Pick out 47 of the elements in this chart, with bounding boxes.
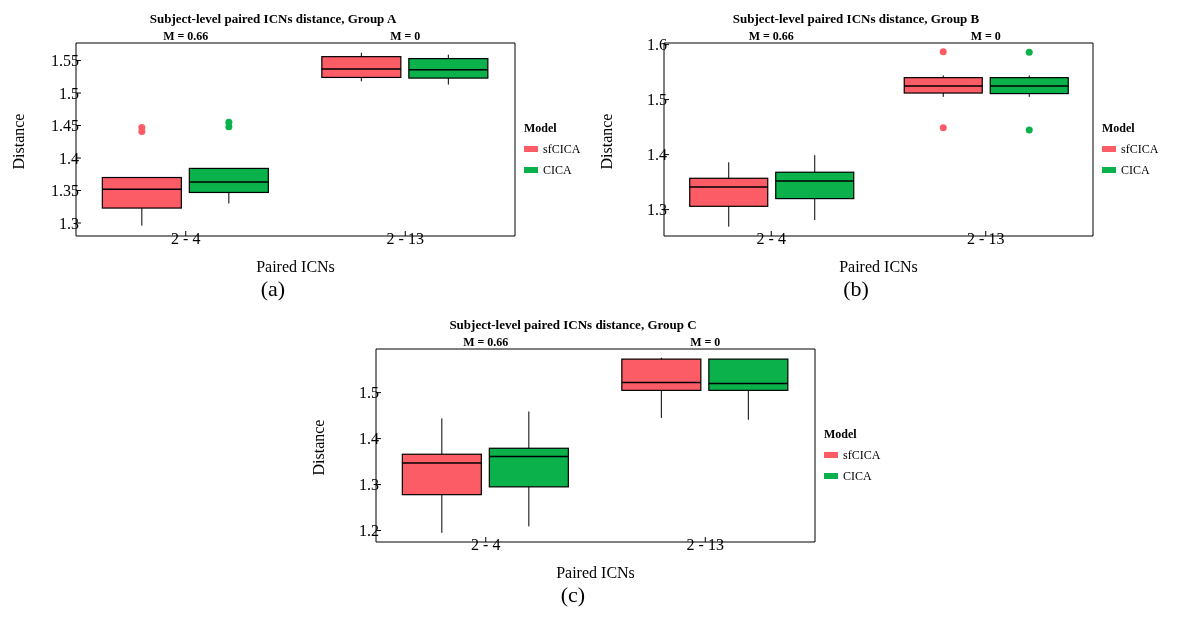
text: (b) xyxy=(842,276,870,302)
y-tick-label: 1.3 xyxy=(647,201,667,219)
chart-title: Subject-level paired ICNs distance, Group C xyxy=(448,316,698,334)
x-axis-title: Paired ICNs xyxy=(839,258,918,275)
y-axis-title: Distance xyxy=(597,113,615,170)
legend-title: Model xyxy=(824,426,858,442)
y-tick-label: 1.3 xyxy=(59,214,79,232)
legend-label: CICA xyxy=(843,468,872,484)
x-tick-label: 2 - 13 xyxy=(386,230,424,248)
y-tick-label: 1.6 xyxy=(647,36,667,54)
chart-title: Subject-level paired ICNs distance, Group A xyxy=(148,10,398,28)
x-axis-title: Paired ICNs xyxy=(556,564,635,581)
text: M = 0 xyxy=(970,29,1001,43)
y-tick-label: 1.5 xyxy=(647,91,667,109)
annotation: M = 0 xyxy=(690,335,721,349)
y-axis-title: Distance xyxy=(9,113,27,170)
legend-label: sfCICA xyxy=(843,447,881,463)
y-tick-label: 1.5 xyxy=(359,384,379,402)
legend-label: sfCICA xyxy=(1121,141,1159,157)
text: (a) xyxy=(259,276,287,302)
y-tick-label: 1.4 xyxy=(647,146,667,164)
text: (c) xyxy=(559,582,587,608)
text: M = 0.66 xyxy=(748,29,794,43)
legend-label: sfCICA xyxy=(543,141,581,157)
y-tick-label: 1.4 xyxy=(59,149,79,167)
y-tick-label: 1.35 xyxy=(51,182,79,200)
x-tick-label: 2 - 13 xyxy=(686,536,724,554)
annotation: M = 0.66 xyxy=(463,335,509,349)
y-tick-label: 1.45 xyxy=(51,117,79,135)
y-tick-label: 1.3 xyxy=(359,476,379,494)
legend-label: CICA xyxy=(1121,162,1150,178)
y-tick-label: 1.55 xyxy=(51,52,79,70)
y-tick-label: 1.4 xyxy=(359,430,379,448)
legend-title: Model xyxy=(524,120,558,136)
x-tick-label: 2 - 4 xyxy=(471,536,501,554)
legend-label: CICA xyxy=(543,162,572,178)
y-axis-title: Distance xyxy=(309,419,327,476)
y-tick-label: 1.5 xyxy=(59,84,79,102)
text: M = 0.66 xyxy=(163,29,209,43)
x-tick-label: 2 - 4 xyxy=(171,230,201,248)
legend-title: Model xyxy=(1102,120,1136,136)
x-axis-title: Paired ICNs xyxy=(256,258,335,275)
x-tick-label: 2 - 13 xyxy=(967,230,1005,248)
chart-title: Subject-level paired ICNs distance, Group B xyxy=(731,10,981,28)
text: M = 0 xyxy=(390,29,421,43)
y-tick-label: 1.2 xyxy=(359,522,379,540)
x-tick-label: 2 - 4 xyxy=(756,230,786,248)
